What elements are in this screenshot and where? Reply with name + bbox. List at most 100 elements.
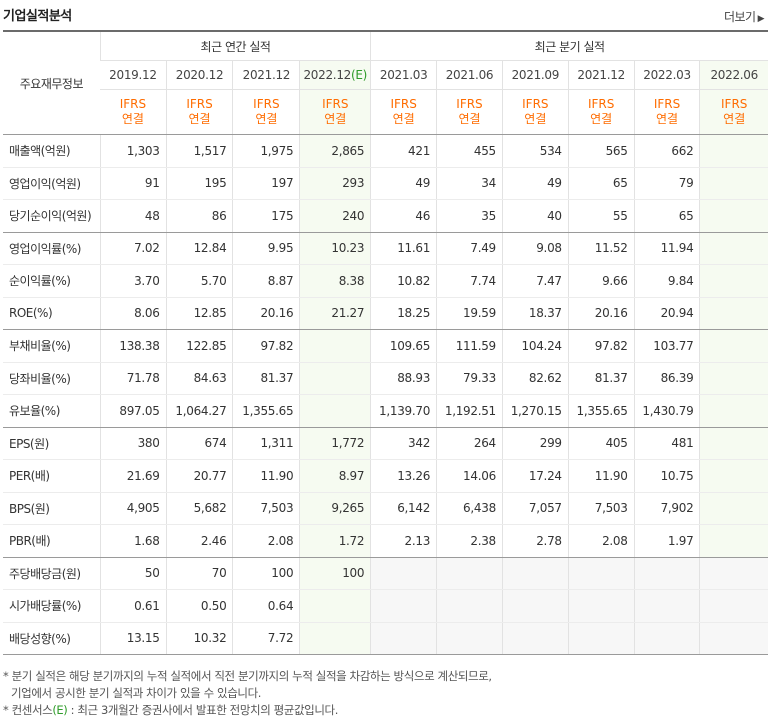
quarter-value: 2.38 (436, 524, 503, 558)
metric-name: 순이익률(%) (3, 264, 101, 298)
quarter-value: 1,430.79 (633, 394, 700, 428)
footnote-2-prefix: * 컨센서스 (3, 703, 53, 717)
ifrs-line: IFRS (119, 97, 147, 111)
chevron-right-icon: ▶ (757, 14, 765, 24)
period-header: 2021.03 (370, 60, 437, 90)
quarter-value: 20.94 (633, 297, 700, 330)
annual-value: 674 (165, 427, 233, 460)
quarter-value: 49 (501, 167, 569, 200)
quarter-value (567, 589, 635, 623)
quarter-value (501, 557, 569, 590)
ifrs-line: IFRS (253, 97, 280, 111)
metric-name: 배당성향(%) (3, 622, 101, 655)
annual-value: 21.27 (299, 297, 371, 330)
quarter-value: 79.33 (436, 362, 503, 395)
period-header: 2021.12 (232, 60, 300, 90)
ifrs-label: IFRS 연결 (567, 89, 635, 135)
period-label: 2021.09 (511, 68, 560, 82)
annual-value: 122.85 (165, 329, 233, 363)
period-label: 2020.12 (175, 68, 224, 82)
annual-value: 1,517 (165, 134, 233, 168)
quarter-value: 18.25 (370, 297, 437, 330)
annual-value: 84.63 (165, 362, 233, 395)
annual-value: 100 (232, 557, 300, 590)
quarter-value: 1,355.65 (567, 394, 635, 428)
quarter-value: 7.74 (436, 264, 503, 298)
more-link[interactable]: 더보기 ▶ (724, 8, 765, 25)
quarter-value: 11.52 (567, 232, 635, 265)
ifrs-label: IFRS 연결 (501, 89, 569, 135)
annual-value: 9.95 (232, 232, 300, 265)
annual-value: 10.23 (299, 232, 371, 265)
ifrs-line: IFRS (390, 97, 417, 111)
annual-value: 2.08 (232, 524, 300, 558)
table-row: 영업이익(억원) 91 195 197 293 49 34 49 65 79 (3, 167, 768, 200)
period-header: 2022.03 (633, 60, 700, 90)
quarter-value: 55 (567, 199, 635, 233)
quarter-value (699, 264, 768, 298)
quarter-value: 534 (501, 134, 569, 168)
metric-name: ROE(%) (3, 297, 101, 330)
metric-name: 주당배당금(원) (3, 557, 101, 590)
annual-value: 7.02 (99, 232, 167, 265)
annual-value: 8.97 (299, 459, 371, 493)
quarter-value (699, 297, 768, 330)
annual-value: 8.06 (99, 297, 167, 330)
consolidated-line: 연결 (188, 112, 211, 126)
quarter-value (699, 557, 768, 590)
annual-value: 20.16 (232, 297, 300, 330)
quarter-value (699, 329, 768, 363)
quarter-value (699, 589, 768, 623)
annual-value: 1,975 (232, 134, 300, 168)
annual-value: 240 (299, 199, 371, 233)
annual-value: 195 (165, 167, 233, 200)
ifrs-label: IFRS 연결 (299, 89, 371, 135)
annual-value: 380 (99, 427, 167, 460)
table-row: 당좌비율(%) 71.78 84.63 81.37 88.93 79.33 82.62 81.… (3, 362, 768, 395)
quarter-value: 1,270.15 (501, 394, 569, 428)
annual-value: 9,265 (299, 492, 371, 525)
period-header: 2019.12 (100, 60, 167, 90)
annual-value: 5.70 (165, 264, 233, 298)
annual-value: 2,865 (299, 134, 371, 168)
annual-value: 11.90 (232, 459, 300, 493)
quarter-value: 1,139.70 (370, 394, 437, 428)
annual-value: 8.87 (232, 264, 300, 298)
metric-name: BPS(원) (3, 492, 101, 525)
period-label: 2021.12 (577, 68, 625, 82)
table-row: 시가배당률(%) 0.61 0.50 0.64 (3, 589, 768, 623)
consolidated-line: 연결 (655, 112, 679, 126)
quarter-value (699, 134, 768, 168)
annual-value: 20.77 (165, 459, 233, 493)
annual-value: 13.15 (99, 622, 167, 655)
table-row: 주당배당금(원) 50 70 100 100 (3, 557, 768, 590)
annual-value (299, 394, 371, 428)
estimate-marker: (E) (351, 68, 368, 82)
annual-value: 8.38 (299, 264, 371, 298)
quarter-value: 7,902 (633, 492, 700, 525)
quarter-value (699, 459, 768, 493)
quarter-value: 97.82 (567, 329, 635, 363)
period-header: 2021.09 (501, 60, 569, 90)
table-row: BPS(원) 4,905 5,682 7,503 9,265 6,142 6,438 7,05… (3, 492, 768, 525)
quarter-value: 20.16 (567, 297, 635, 330)
ifrs-line: IFRS (186, 97, 213, 111)
quarter-value: 35 (436, 199, 503, 233)
quarter-group-header: 최근 분기 실적 (370, 31, 768, 61)
ifrs-line: IFRS (587, 97, 615, 111)
quarter-value: 10.75 (633, 459, 700, 493)
quarter-value: 421 (370, 134, 437, 168)
quarter-value (501, 622, 569, 655)
quarter-value (699, 167, 768, 200)
annual-value: 3.70 (99, 264, 167, 298)
quarter-value: 6,142 (370, 492, 437, 525)
ifrs-label: IFRS 연결 (370, 89, 437, 135)
quarter-value: 6,438 (436, 492, 503, 525)
footnote-2: * 컨센서스(E) : 최근 3개월간 증권사에서 발표한 전망치의 평균값입니… (3, 702, 492, 719)
quarter-value: 7,503 (567, 492, 635, 525)
annual-value: 97.82 (232, 329, 300, 363)
section-title: 기업실적분석 (3, 9, 72, 24)
quarter-value (370, 557, 437, 590)
ifrs-label: IFRS 연결 (633, 89, 700, 135)
quarter-value: 565 (567, 134, 635, 168)
